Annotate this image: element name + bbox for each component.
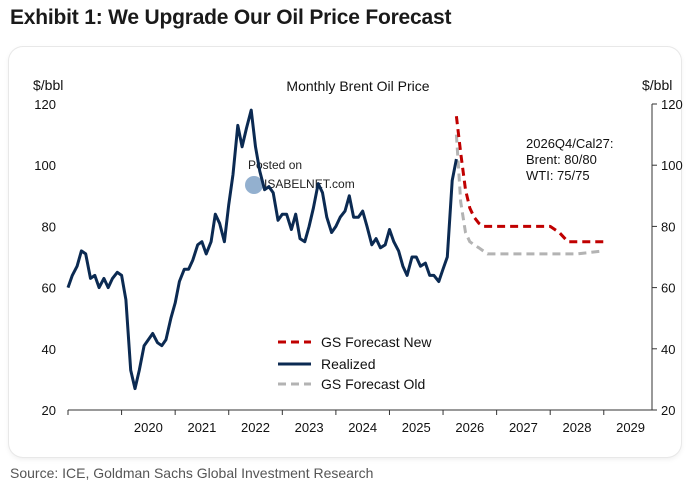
watermark-line-1: Posted on: [248, 158, 302, 172]
annotation-line-3: WTI: 75/75: [526, 168, 590, 183]
series-line-realized: [66, 108, 458, 391]
y-tick-label-left: 20: [42, 403, 56, 418]
y-tick-label-right: 40: [661, 342, 675, 357]
y-tick-label-right: 100: [661, 158, 683, 173]
y-tick-label-right: 80: [661, 219, 675, 234]
watermark: Posted on ISABELNET.com: [245, 158, 355, 194]
chart-title: Monthly Brent Oil Price: [286, 78, 429, 94]
y-tick-label-left: 40: [42, 342, 56, 357]
x-tick-label: 2024: [348, 420, 377, 435]
chart-card: [9, 47, 681, 457]
exhibit-title: Exhibit 1: We Upgrade Our Oil Price Fore…: [10, 6, 452, 29]
legend: GS Forecast New Realized GS Forecast Old: [278, 334, 432, 392]
x-tick-label: 2028: [563, 420, 592, 435]
series-line-gs-forecast-old: [454, 134, 604, 256]
y-axis-label-right: $/bbl: [642, 77, 672, 93]
y-tick-label-right: 120: [661, 97, 683, 112]
series-line-gs-forecast-new: [454, 116, 604, 244]
y-tick-label-left: 100: [34, 158, 56, 173]
y-tick-label-right: 20: [661, 403, 675, 418]
x-tick-label: 2021: [187, 420, 216, 435]
x-tick-label: 2025: [402, 420, 431, 435]
source-note: Source: ICE, Goldman Sachs Global Invest…: [10, 465, 374, 481]
watermark-globe-icon: [245, 176, 263, 194]
y-tick-label-right: 60: [661, 281, 675, 296]
y-tick-label-left: 80: [42, 219, 56, 234]
watermark-line-2: ISABELNET.com: [264, 177, 355, 191]
x-tick-label: 2022: [241, 420, 270, 435]
x-tick-label: 2020: [134, 420, 163, 435]
y-tick-label-left: 120: [34, 97, 56, 112]
legend-label-gs-forecast-new: GS Forecast New: [321, 334, 432, 350]
legend-label-realized: Realized: [321, 356, 375, 372]
series-layer: [66, 108, 604, 391]
forecast-annotation: 2026Q4/Cal27: Brent: 80/80 WTI: 75/75: [526, 136, 613, 183]
y-tick-label-left: 60: [42, 281, 56, 296]
legend-label-gs-forecast-old: GS Forecast Old: [321, 376, 425, 392]
x-tick-label: 2023: [295, 420, 324, 435]
x-tick-label: 2027: [509, 420, 538, 435]
x-tick-label: 2026: [455, 420, 484, 435]
x-tick-label: 2029: [616, 420, 645, 435]
y-axis-label-left: $/bbl: [33, 77, 63, 93]
annotation-line-1: 2026Q4/Cal27:: [526, 136, 613, 151]
annotation-line-2: Brent: 80/80: [526, 152, 597, 167]
